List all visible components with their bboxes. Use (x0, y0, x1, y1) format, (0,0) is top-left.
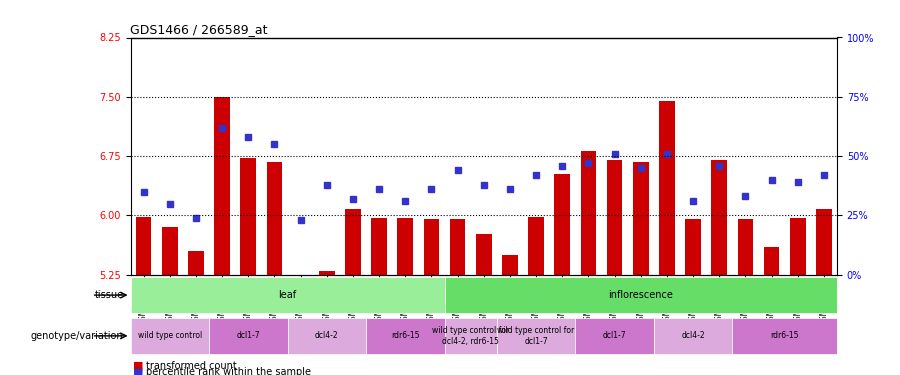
Text: wild type control for
dcl1-7: wild type control for dcl1-7 (498, 326, 575, 346)
Bar (502, 255, 518, 275)
Text: wild type control for
dcl4-2, rdr6-15: wild type control for dcl4-2, rdr6-15 (432, 326, 509, 346)
FancyBboxPatch shape (653, 318, 733, 354)
Bar (188, 251, 203, 275)
Bar (528, 217, 544, 275)
FancyBboxPatch shape (366, 318, 445, 354)
Text: inflorescence: inflorescence (608, 290, 673, 300)
FancyBboxPatch shape (497, 318, 575, 354)
Bar (240, 159, 256, 275)
Text: rdr6-15: rdr6-15 (391, 332, 419, 340)
Text: leaf: leaf (278, 290, 297, 300)
Text: dcl4-2: dcl4-2 (681, 332, 705, 340)
Bar (607, 160, 623, 275)
Text: genotype/variation: genotype/variation (31, 331, 123, 341)
Text: tissue: tissue (94, 290, 123, 300)
Text: transformed count: transformed count (146, 361, 237, 370)
Bar (424, 219, 439, 275)
FancyBboxPatch shape (445, 318, 497, 354)
Bar (319, 271, 335, 275)
FancyBboxPatch shape (575, 318, 653, 354)
Bar (345, 209, 361, 275)
Bar (214, 97, 230, 275)
FancyBboxPatch shape (209, 318, 287, 354)
Bar (136, 217, 151, 275)
Bar (790, 218, 806, 275)
Text: wild type control: wild type control (138, 332, 202, 340)
Bar (764, 247, 779, 275)
Bar (685, 219, 701, 275)
Bar (633, 162, 649, 275)
Text: rdr6-15: rdr6-15 (770, 332, 799, 340)
Text: GDS1466 / 266589_at: GDS1466 / 266589_at (130, 23, 268, 36)
Bar (659, 101, 675, 275)
Bar (554, 174, 570, 275)
FancyBboxPatch shape (130, 277, 445, 314)
Text: ■: ■ (133, 361, 144, 370)
FancyBboxPatch shape (130, 318, 209, 354)
Bar (476, 234, 491, 275)
FancyBboxPatch shape (733, 318, 837, 354)
Bar (738, 219, 753, 275)
Bar (162, 227, 177, 275)
Bar (450, 219, 465, 275)
Text: dcl1-7: dcl1-7 (237, 332, 260, 340)
Text: percentile rank within the sample: percentile rank within the sample (146, 368, 310, 375)
Bar (580, 151, 597, 275)
FancyBboxPatch shape (445, 277, 837, 314)
Bar (711, 160, 727, 275)
Text: dcl1-7: dcl1-7 (603, 332, 626, 340)
Text: dcl4-2: dcl4-2 (315, 332, 338, 340)
Bar (398, 218, 413, 275)
Bar (371, 218, 387, 275)
Bar (266, 162, 283, 275)
FancyBboxPatch shape (287, 318, 366, 354)
Bar (816, 209, 832, 275)
Text: ■: ■ (133, 368, 144, 375)
